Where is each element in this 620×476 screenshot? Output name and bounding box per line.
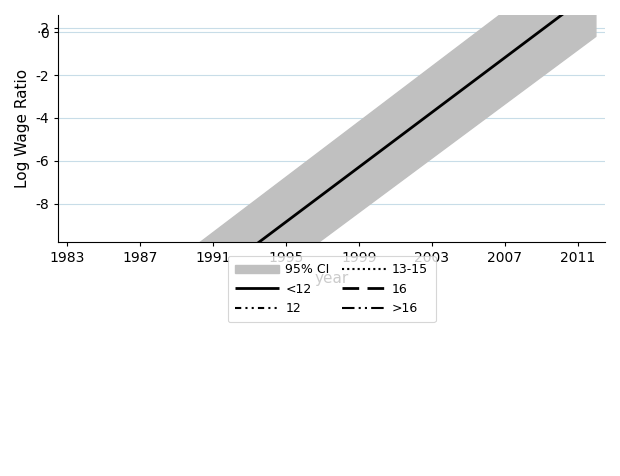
X-axis label: year: year [314,271,349,286]
Legend: 95% CI, <12, 12, 13-15, 16, >16: 95% CI, <12, 12, 13-15, 16, >16 [228,256,436,322]
Y-axis label: Log Wage Ratio: Log Wage Ratio [15,69,30,188]
